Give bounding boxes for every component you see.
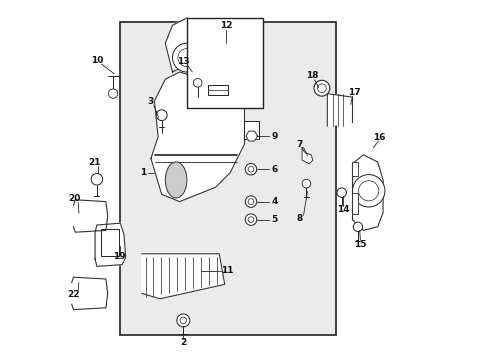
Polygon shape <box>142 254 224 299</box>
Circle shape <box>247 166 253 172</box>
Text: 6: 6 <box>271 165 277 174</box>
Circle shape <box>358 181 378 201</box>
Circle shape <box>91 174 102 185</box>
Polygon shape <box>151 72 244 202</box>
Text: 13: 13 <box>177 58 189 67</box>
Polygon shape <box>72 277 107 310</box>
Text: 16: 16 <box>372 133 385 142</box>
Circle shape <box>352 222 362 231</box>
Text: 19: 19 <box>113 252 125 261</box>
Circle shape <box>156 110 167 121</box>
Bar <box>101 229 118 256</box>
Polygon shape <box>352 155 382 230</box>
Text: 10: 10 <box>91 56 103 65</box>
Bar <box>244 121 258 139</box>
Text: 11: 11 <box>221 266 233 275</box>
Circle shape <box>313 80 329 96</box>
Circle shape <box>302 179 310 188</box>
Bar <box>186 18 262 108</box>
Circle shape <box>244 196 256 207</box>
Ellipse shape <box>165 162 186 198</box>
Circle shape <box>247 199 253 204</box>
Circle shape <box>178 49 196 67</box>
Text: 4: 4 <box>271 197 277 206</box>
Circle shape <box>336 188 346 197</box>
Polygon shape <box>73 200 107 232</box>
Text: 12: 12 <box>220 22 232 31</box>
Bar <box>352 162 357 176</box>
Text: 9: 9 <box>271 132 277 141</box>
Circle shape <box>247 217 253 222</box>
Text: 21: 21 <box>87 158 100 166</box>
Text: 15: 15 <box>353 240 366 248</box>
Polygon shape <box>165 18 208 72</box>
Polygon shape <box>245 131 257 141</box>
Text: 7: 7 <box>296 140 303 149</box>
Text: 3: 3 <box>147 97 154 106</box>
Circle shape <box>108 89 118 98</box>
Text: 17: 17 <box>347 89 360 98</box>
Bar <box>352 193 357 214</box>
Circle shape <box>172 43 201 72</box>
Circle shape <box>352 175 384 207</box>
Circle shape <box>317 84 325 93</box>
Text: 22: 22 <box>67 290 80 299</box>
Text: 14: 14 <box>337 205 349 214</box>
Polygon shape <box>95 223 125 266</box>
Circle shape <box>244 214 256 225</box>
Text: 8: 8 <box>296 215 303 223</box>
Bar <box>208 85 228 95</box>
Text: 20: 20 <box>68 194 81 203</box>
Text: 1: 1 <box>140 168 146 177</box>
Circle shape <box>244 163 256 175</box>
Circle shape <box>180 317 186 324</box>
Text: 2: 2 <box>180 338 186 347</box>
Polygon shape <box>326 94 352 126</box>
Circle shape <box>177 314 189 327</box>
Polygon shape <box>302 148 312 164</box>
Bar <box>120 22 336 335</box>
Text: 18: 18 <box>305 71 318 80</box>
Circle shape <box>193 78 202 87</box>
Text: 5: 5 <box>271 215 277 224</box>
